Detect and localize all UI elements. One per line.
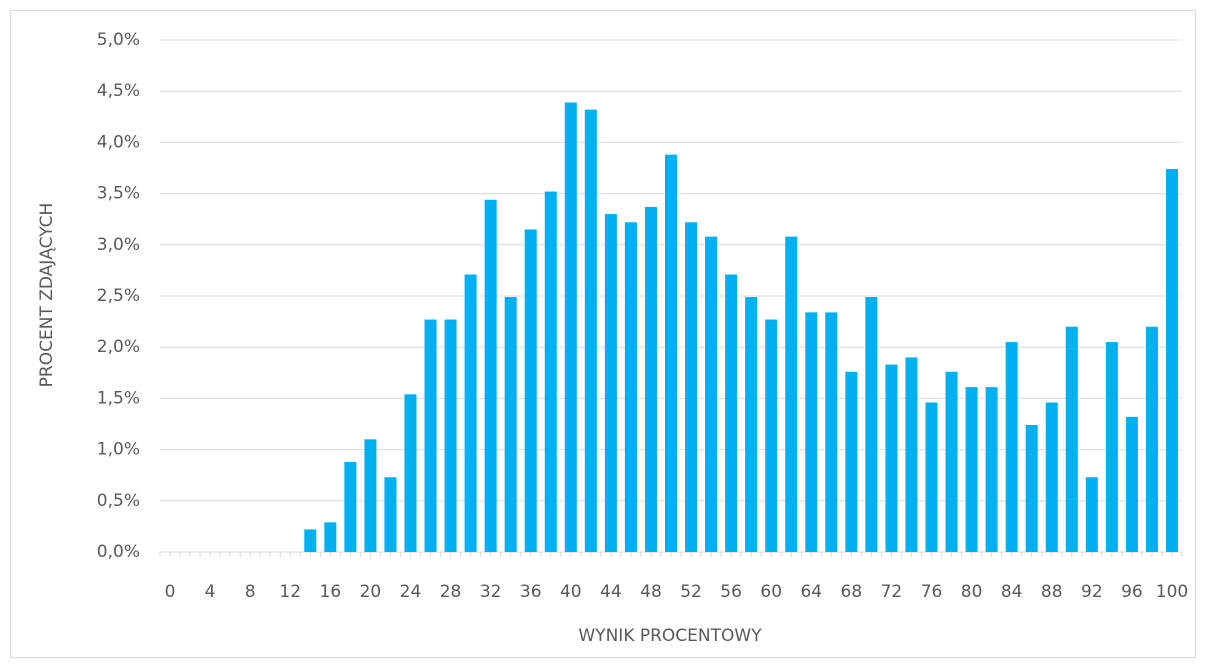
bar	[725, 274, 738, 552]
x-tick-label: 4	[205, 582, 216, 602]
bar	[1165, 169, 1178, 553]
bar	[765, 319, 778, 552]
bar	[644, 206, 657, 553]
x-tick-label: 52	[680, 582, 702, 602]
x-tick-label: 24	[400, 582, 422, 602]
x-tick-label: 32	[480, 582, 502, 602]
x-tick-label: 8	[245, 582, 256, 602]
x-tick-label: 48	[640, 582, 662, 602]
x-tick-label: 76	[921, 582, 943, 602]
bar	[424, 319, 437, 552]
bar	[885, 364, 898, 552]
x-tick-label: 88	[1041, 582, 1063, 602]
bar	[624, 222, 637, 552]
bar	[444, 319, 457, 552]
bar	[985, 387, 998, 552]
x-tick-label: 36	[520, 582, 542, 602]
bar	[404, 394, 417, 552]
x-tick-label: 12	[279, 582, 301, 602]
y-axis-label: PROCENT ZDAJĄCYCH	[37, 203, 57, 388]
x-tick-label: 96	[1121, 582, 1143, 602]
bar	[584, 109, 597, 553]
x-tick-label: 84	[1001, 582, 1023, 602]
x-tick-label: 64	[800, 582, 822, 602]
bar	[925, 402, 938, 552]
y-tick-label: 4,5%	[97, 81, 140, 101]
bar	[604, 214, 617, 552]
bar	[705, 236, 718, 552]
x-tick-label: 100	[1156, 582, 1188, 602]
bar	[845, 371, 858, 552]
x-tick-label: 20	[360, 582, 382, 602]
bar	[745, 297, 758, 552]
x-tick-label: 0	[165, 582, 176, 602]
x-tick-label: 80	[961, 582, 983, 602]
x-tick-label: 56	[720, 582, 742, 602]
bar	[1045, 402, 1058, 552]
bar	[364, 439, 377, 552]
y-tick-label: 2,0%	[97, 337, 140, 357]
bar	[785, 236, 798, 552]
bar	[805, 312, 818, 552]
y-tick-label: 0,5%	[97, 491, 140, 511]
x-tick-label: 60	[760, 582, 782, 602]
bar	[524, 229, 537, 552]
y-tick-label: 2,5%	[97, 286, 140, 306]
y-tick-label: 3,0%	[97, 235, 140, 255]
bar	[664, 154, 678, 553]
bar	[825, 312, 838, 552]
y-tick-label: 3,5%	[97, 184, 140, 204]
bar	[1105, 342, 1118, 552]
bar	[1065, 326, 1078, 552]
y-tick-label: 0,0%	[97, 542, 140, 562]
bar	[344, 461, 357, 552]
chart-border	[10, 10, 1196, 658]
x-tick-label: 92	[1081, 582, 1103, 602]
x-tick-label: 40	[560, 582, 582, 602]
bar	[324, 522, 337, 552]
bar	[865, 297, 878, 552]
x-tick-label: 28	[440, 582, 462, 602]
bar	[484, 199, 497, 552]
bar	[905, 357, 918, 552]
bar	[1025, 425, 1038, 552]
bar	[504, 297, 517, 552]
x-tick-label: 44	[600, 582, 622, 602]
x-axis-label: WYNIK PROCENTOWY	[578, 626, 762, 646]
x-tick-label: 72	[881, 582, 903, 602]
bar	[1005, 342, 1018, 552]
y-tick-label: 1,5%	[97, 388, 140, 408]
bar	[945, 371, 958, 552]
bar	[685, 222, 698, 552]
bar	[544, 191, 557, 552]
bar	[564, 102, 577, 553]
bar	[1125, 416, 1138, 552]
bar	[464, 274, 477, 552]
x-tick-label: 16	[320, 582, 342, 602]
bar	[1145, 326, 1158, 552]
y-tick-label: 5,0%	[97, 30, 140, 50]
bar	[304, 529, 317, 552]
bar	[384, 477, 397, 552]
y-tick-label: 1,0%	[97, 440, 140, 460]
x-tick-label: 68	[841, 582, 863, 602]
bar	[1085, 477, 1098, 552]
bar	[965, 387, 978, 552]
y-tick-label: 4,0%	[97, 132, 140, 152]
